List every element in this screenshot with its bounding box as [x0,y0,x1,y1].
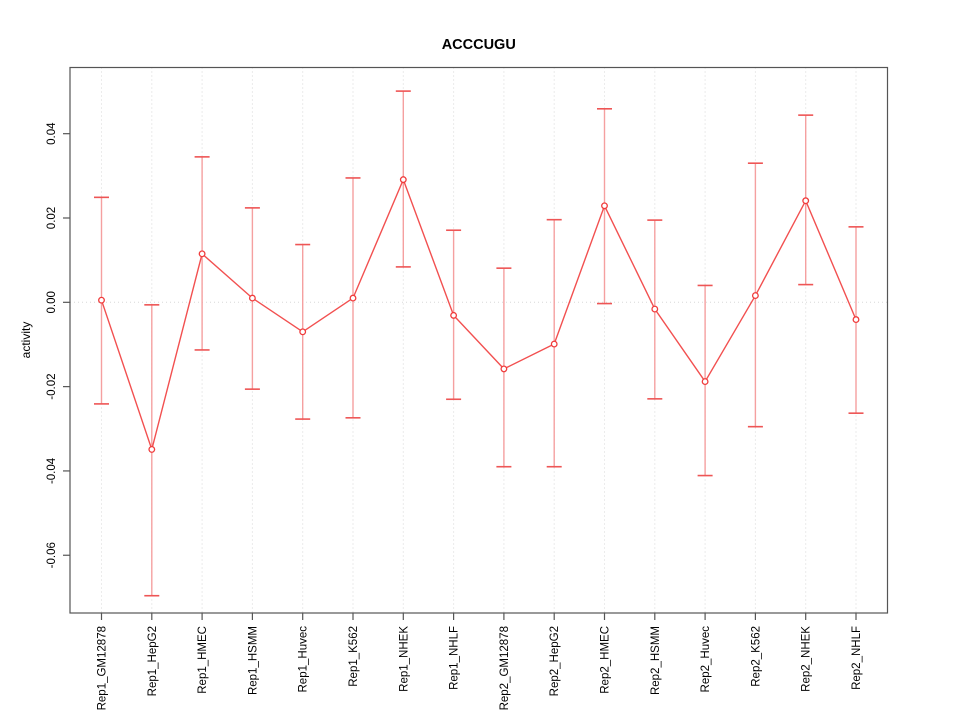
plot-border [69,66,889,614]
y-tick-label: -0.02 [46,374,58,400]
data-point [399,176,407,184]
x-tick-label: Rep2_HMEC [600,626,612,694]
x-tick-label: Rep1_K562 [348,626,360,687]
x-tick-label: Rep1_GM12878 [97,626,109,710]
data-point [852,316,860,324]
x-tick-label: Rep2_Huvec [700,626,712,693]
data-point [550,340,558,348]
data-point [701,378,709,386]
y-axis-label: activity [19,322,33,359]
data-point [601,202,608,210]
x-tick-label: Rep2_HepG2 [549,626,561,696]
x-tick-label: Rep2_GM12878 [499,626,511,710]
x-tick-label: Rep1_NHLF [449,626,461,690]
x-tick-label: Rep1_HSMM [247,626,259,695]
x-tick-label: Rep1_NHEK [398,626,410,692]
chart-title: ACCCUGU [442,37,516,53]
x-tick-label: Rep2_NHLF [851,626,863,690]
y-tick-label: -0.04 [46,457,58,484]
data-point [450,311,458,319]
data-point [802,197,810,205]
x-tick-label: Rep1_HepG2 [147,626,159,696]
y-tick-label: 0.04 [46,122,58,145]
data-point [349,294,357,302]
x-tick-label: Rep2_K562 [750,626,762,687]
x-tick-label: Rep2_HSMM [650,626,662,695]
plot-area: 0.04 0.02 0.00 -0.02 -0.04 -0.06 Rep1_GM12878 R… [46,66,889,710]
data-point [500,365,508,373]
x-tick-label: Rep1_HMEC [197,626,209,694]
data-point [751,292,759,300]
data-point [299,328,307,336]
x-tick-label: Rep1_Huvec [298,626,310,693]
series-line [100,177,857,452]
data-point [248,294,256,302]
y-tick-label: 0.00 [46,291,58,313]
data-point [198,250,206,258]
data-point [651,305,659,313]
data-point [98,296,105,304]
x-tick-label: Rep2_NHEK [801,626,813,692]
y-tick-label: -0.06 [46,542,58,568]
data-point [148,445,156,453]
y-tick-label: 0.02 [46,207,58,229]
